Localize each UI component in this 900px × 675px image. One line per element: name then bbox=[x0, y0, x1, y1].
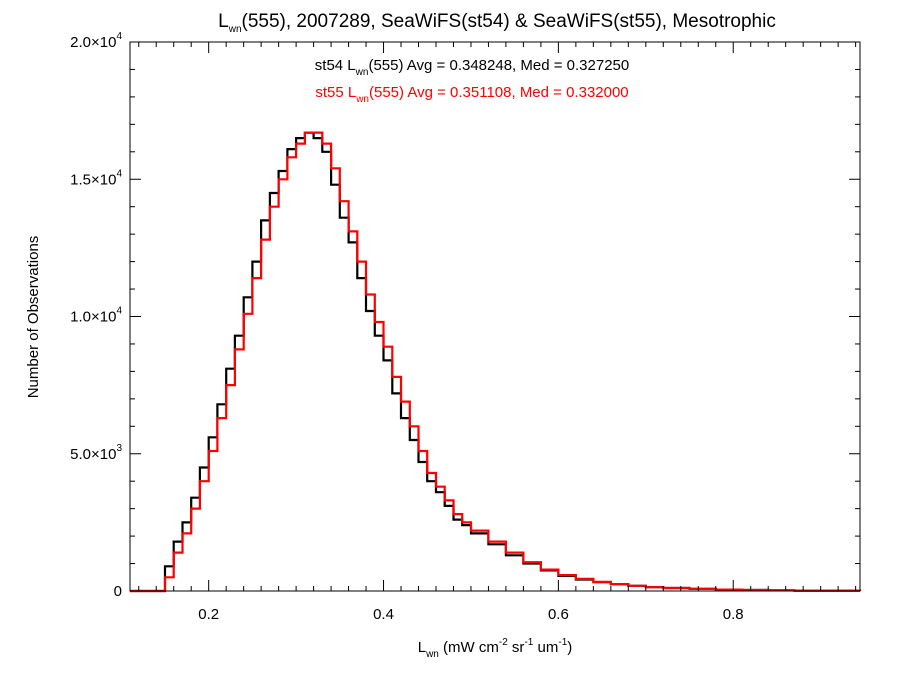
legend-st55-subscript: wn bbox=[355, 94, 369, 105]
title-prefix: L bbox=[218, 11, 229, 32]
x-axis-title: Lwn (mW cm-2 sr-1 um-1) bbox=[418, 637, 573, 660]
legend-entry-st54: st54 Lwn(555) Avg = 0.348248, Med = 0.32… bbox=[315, 57, 629, 78]
title-subscript: wn bbox=[228, 24, 242, 35]
y-tick-label: 5.0×103 bbox=[70, 443, 122, 463]
y-tick-label: 1.0×104 bbox=[70, 306, 122, 326]
chart-title: Lwn(555), 2007289, SeaWiFS(st54) & SeaWi… bbox=[218, 11, 776, 35]
y-axis-title: Number of Observations bbox=[25, 236, 42, 399]
legend-st54-subscript: wn bbox=[355, 67, 369, 78]
y-tick-label: 2.0×104 bbox=[70, 31, 122, 51]
series-line-st54 bbox=[130, 131, 862, 593]
x-tick-label: 0.2 bbox=[198, 606, 219, 623]
legend-st55-prefix: st55 L bbox=[315, 84, 356, 101]
y-tick-label: 1.5×104 bbox=[70, 168, 122, 188]
legend-st54-prefix: st54 L bbox=[315, 57, 356, 74]
x-tick-label: 0.8 bbox=[723, 606, 744, 623]
legend-entry-st55: st55 Lwn(555) Avg = 0.351108, Med = 0.33… bbox=[315, 84, 628, 105]
series-line-st55 bbox=[130, 131, 862, 593]
x-tick-label: 0.6 bbox=[548, 606, 569, 623]
x-tick-label: 0.4 bbox=[373, 606, 394, 623]
plot-frame bbox=[129, 41, 861, 592]
plot-area: 0.2 0.4 0.6 0.8 0 5.0×103 1.0×104 1.5×104 2.0×10… bbox=[70, 31, 862, 623]
title-suffix: (555), 2007289, SeaWiFS(st54) & SeaWiFS(… bbox=[242, 11, 776, 32]
y-tick-label: 0 bbox=[114, 583, 122, 600]
legend-st54-stats: (555) Avg = 0.348248, Med = 0.327250 bbox=[368, 57, 629, 74]
legend-st55-stats: (555) Avg = 0.351108, Med = 0.332000 bbox=[369, 84, 629, 101]
